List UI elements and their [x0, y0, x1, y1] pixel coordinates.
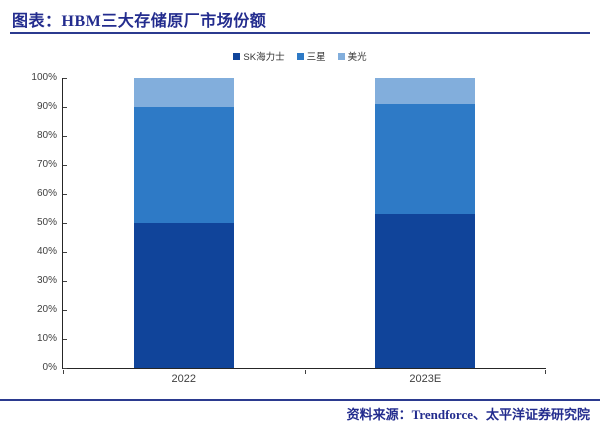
y-axis-tick-mark — [63, 107, 67, 108]
x-axis-category-label: 2023E — [409, 373, 442, 385]
y-axis-tick-label: 50% — [36, 217, 57, 228]
bar-segment-三星 — [375, 104, 476, 215]
legend-item-1: 三星 — [296, 49, 326, 63]
legend-swatch-icon — [337, 52, 345, 60]
legend-item-2: 美光 — [337, 49, 367, 63]
y-axis-tick-mark — [63, 165, 67, 166]
y-axis-tick-label: 20% — [36, 304, 57, 315]
y-axis-tick-label: 100% — [31, 72, 57, 83]
x-axis-category-label: 2022 — [171, 373, 196, 385]
y-axis-tick-mark — [63, 223, 67, 224]
y-axis-tick-label: 60% — [36, 188, 57, 199]
bar-segment-SK海力士 — [133, 223, 234, 368]
chart-legend: SK海力士 三星 美光 — [0, 49, 600, 63]
y-axis-tick-label: 90% — [36, 101, 57, 112]
y-axis-tick-mark — [63, 78, 67, 79]
bar-segment-美光 — [133, 78, 234, 107]
y-axis-tick-mark — [63, 368, 67, 369]
y-axis-tick-label: 80% — [36, 130, 57, 141]
y-axis-tick-mark — [63, 252, 67, 253]
y-axis-tick-label: 10% — [36, 333, 57, 344]
y-axis-tick-mark — [63, 281, 67, 282]
bar-segment-三星 — [133, 107, 234, 223]
bar-segment-美光 — [375, 78, 476, 105]
chart-title: 图表：HBM三大存储原厂市场份额 — [12, 13, 267, 30]
x-axis-tick-mark — [63, 369, 64, 374]
x-axis-tick-mark — [545, 369, 546, 374]
plot-area: 100% 90% 80% 70% 60% 50% 40% 30% 20% 10% 0% 2022 202… — [31, 72, 546, 385]
x-axis-tick-mark — [304, 369, 306, 374]
y-axis-tick-label: 40% — [36, 246, 57, 257]
y-axis-tick-mark — [63, 194, 67, 195]
y-axis-tick-label: 30% — [36, 275, 57, 286]
y-axis-tick-label: 0% — [42, 362, 57, 373]
legend-label: SK海力士 — [243, 52, 285, 63]
bar-segment-SK海力士 — [375, 214, 476, 368]
legend-swatch-icon — [296, 52, 304, 60]
legend-swatch-icon — [233, 52, 241, 60]
bar-stack-2022 — [133, 78, 234, 368]
y-axis-tick-mark — [63, 310, 67, 311]
title-divider-line — [10, 32, 590, 34]
legend-label: 三星 — [306, 52, 326, 63]
legend-item-0: SK海力士 — [233, 49, 285, 63]
bar-stack-2023E — [375, 78, 476, 368]
y-axis-tick-mark — [63, 136, 67, 137]
legend-label: 美光 — [347, 52, 367, 63]
y-axis-tick-mark — [63, 339, 67, 340]
footer-divider-line — [0, 399, 600, 401]
source-credit: 资料来源：Trendforce、太平洋证券研究院 — [346, 407, 590, 422]
y-axis-tick-label: 70% — [36, 159, 57, 170]
